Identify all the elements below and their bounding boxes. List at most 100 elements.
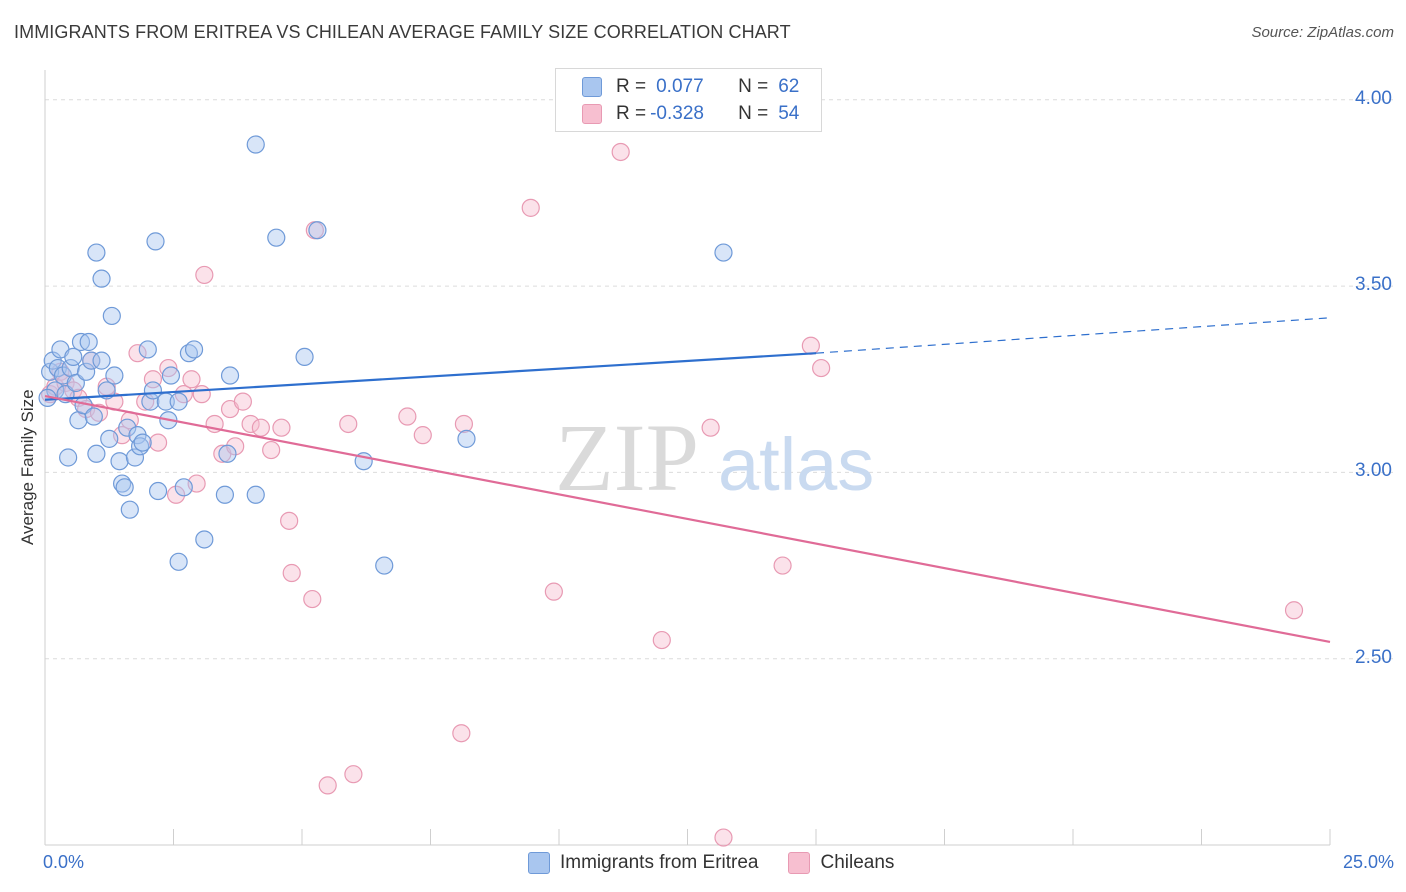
data-point-eritrea [125,448,145,467]
legend-r-value: -0.328 [650,103,704,124]
chileans-legend-swatch [788,852,811,874]
data-point-eritrea [308,221,327,240]
eritrea-legend-swatch [528,852,550,874]
y-axis-title: Average Family Size [18,389,37,545]
data-point-eritrea [82,351,101,370]
data-point-eritrea [267,228,286,247]
data-point-chilean [611,142,630,162]
axes [44,70,1331,846]
data-point-eritrea [246,135,265,154]
legend-n-value: 62 [778,76,800,97]
data-point-chilean [282,563,301,583]
trend-line-eritrea-extension [815,317,1331,354]
data-point-chilean [318,776,337,795]
data-point-eritrea [215,485,234,504]
data-point-eritrea [92,351,111,370]
data-point-eritrea [84,407,103,426]
data-point-eritrea [79,332,98,352]
y-tick-label: 3.50 [1355,274,1392,296]
gridlines [45,99,1395,660]
data-point-eritrea [105,366,124,385]
data-point-eritrea [133,433,152,452]
data-point-eritrea [118,418,137,437]
data-point-eritrea [295,347,314,366]
data-point-eritrea [92,269,111,288]
legend-n-value: 54 [778,103,800,124]
data-point-eritrea [220,366,240,385]
y-tick-label: 2.50 [1355,646,1392,668]
data-point-chilean [801,336,820,355]
data-point-chilean [652,630,671,650]
data-point-chilean [452,724,471,743]
series-legend: Immigrants from Eritrea Chileans [528,852,924,874]
data-point-chilean [344,765,363,784]
legend-row-chileans: R = -0.328 N = 54 [582,102,799,126]
data-point-eritrea [174,478,193,497]
watermark-zip: ZIP [555,404,699,511]
x-min-label: 0.0% [43,852,85,872]
eritrea-swatch [582,77,602,97]
data-point-chilean [159,358,178,378]
data-point-eritrea [138,340,157,359]
data-point-chilean [544,582,563,601]
data-point-eritrea [146,232,165,251]
data-point-chilean [398,407,417,426]
data-point-eritrea [87,243,106,262]
data-point-eritrea [246,485,265,504]
data-point-eritrea [64,347,83,366]
data-point-chilean [714,828,733,847]
data-point-eritrea [71,332,91,352]
data-point-chilean [233,392,252,411]
data-point-eritrea [115,478,134,497]
y-tick-label: 4.00 [1355,87,1392,109]
data-point-chilean [272,418,291,437]
data-point-chilean [182,370,201,389]
trend-lines [44,317,1331,644]
x-max-label: 25.0% [1342,852,1394,872]
source-label: Source: ZipAtlas.com [1251,24,1394,41]
data-point-chilean [226,437,245,456]
data-point-chilean [195,265,214,285]
legend-item-eritrea: Immigrants from Eritrea [528,852,758,874]
data-point-eritrea [100,429,119,448]
legend-r-value: 0.077 [656,76,704,97]
data-point-chilean [454,414,474,434]
data-point-eritrea [161,366,181,385]
data-point-chilean [262,440,281,460]
data-point-eritrea [169,392,188,411]
data-point-chilean [1284,601,1304,620]
data-point-chilean [773,556,792,575]
data-point-chilean [192,385,211,404]
data-point-eritrea [120,500,139,519]
correlation-legend: R = 0.077 N = 62 R = -0.328 N = 54 [555,68,822,132]
data-point-eritrea [169,552,188,571]
data-point-chilean [303,589,322,609]
trend-line-eritrea [44,352,817,401]
legend-n-label: N = [738,76,769,97]
data-point-eritrea [375,556,394,575]
data-point-chilean [413,426,432,445]
data-point-chilean [241,414,260,434]
data-point-eritrea [66,373,85,393]
legend-r-label: R = [616,103,647,124]
legend-label-eritrea: Immigrants from Eritrea [560,852,759,873]
data-point-chilean [251,418,270,437]
watermark-atlas: atlas [718,423,874,506]
data-point-eritrea [148,481,168,501]
legend-n-label: N = [738,103,769,124]
data-point-chilean [812,358,831,378]
chileans-swatch [582,104,602,124]
data-point-chilean [701,418,720,437]
y-tick-label: 3.00 [1355,460,1392,482]
data-point-eritrea [102,306,121,326]
legend-item-chileans: Chileans [788,852,894,874]
data-point-eritrea [714,243,733,262]
legend-row-eritrea: R = 0.077 N = 62 [582,75,799,99]
data-point-eritrea [87,444,106,463]
data-point-eritrea [195,530,214,549]
data-point-chilean [521,198,540,217]
data-point-eritrea [59,448,78,467]
data-point-chilean [166,485,186,504]
data-point-chilean [280,511,299,530]
